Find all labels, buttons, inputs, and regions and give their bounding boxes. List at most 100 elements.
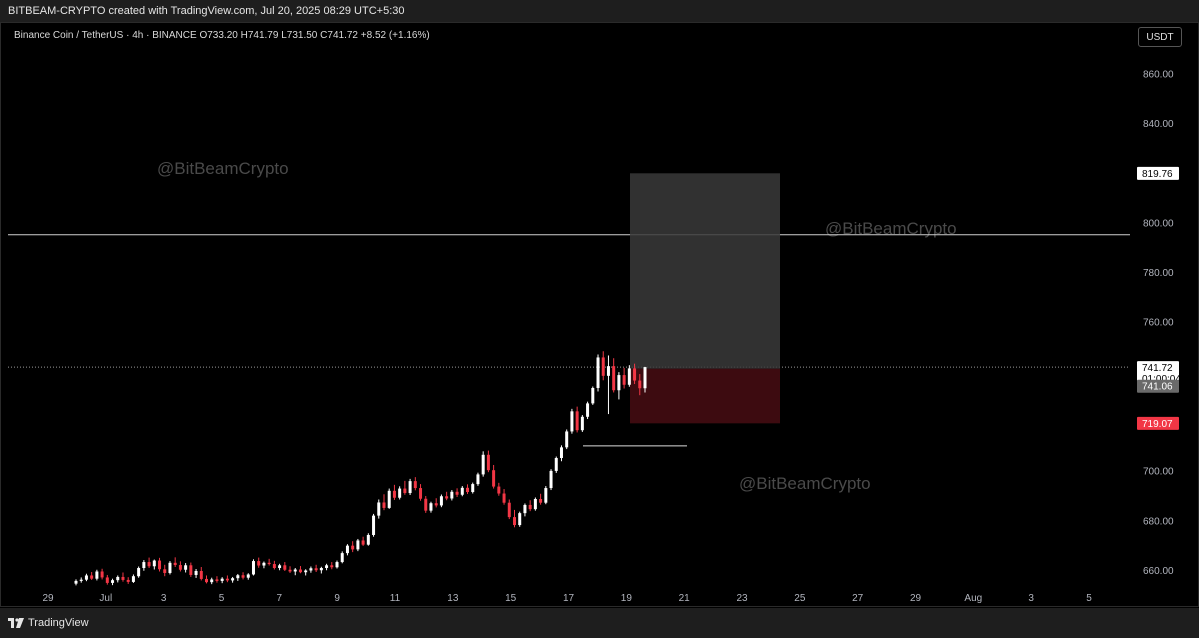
candle-body[interactable] <box>392 490 396 498</box>
candle-body[interactable] <box>283 565 287 570</box>
candle-body[interactable] <box>168 562 172 573</box>
candle-body[interactable] <box>408 481 412 494</box>
candle-body[interactable] <box>194 570 198 575</box>
candle-body[interactable] <box>523 504 527 514</box>
candle-body[interactable] <box>79 579 83 581</box>
candle-body[interactable] <box>262 562 266 566</box>
candle-body[interactable] <box>205 578 209 583</box>
candle-body[interactable] <box>549 470 553 489</box>
candle-body[interactable] <box>622 375 626 385</box>
candle-body[interactable] <box>356 540 360 550</box>
candle-body[interactable] <box>309 568 313 571</box>
candle-body[interactable] <box>544 488 548 503</box>
candle-body[interactable] <box>142 562 146 569</box>
candle-body[interactable] <box>455 491 459 495</box>
candle-body[interactable] <box>137 568 141 577</box>
candle-body[interactable] <box>325 565 329 569</box>
candle-body[interactable] <box>335 562 339 568</box>
candle-body[interactable] <box>627 368 631 385</box>
candle-body[interactable] <box>121 576 125 580</box>
candle-body[interactable] <box>476 474 480 485</box>
candle-body[interactable] <box>377 502 381 516</box>
candle-body[interactable] <box>147 562 151 567</box>
candle-body[interactable] <box>492 470 496 487</box>
candle-body[interactable] <box>403 488 407 494</box>
candle-body[interactable] <box>591 387 595 404</box>
target-zone[interactable] <box>630 173 780 369</box>
candle-body[interactable] <box>533 498 537 510</box>
candle-body[interactable] <box>158 560 162 570</box>
candle-body[interactable] <box>178 565 182 570</box>
candle-body[interactable] <box>163 569 167 573</box>
candle-body[interactable] <box>580 416 584 431</box>
candle-body[interactable] <box>304 570 308 573</box>
candle-body[interactable] <box>486 454 490 471</box>
candle-body[interactable] <box>251 561 255 575</box>
candle-body[interactable] <box>100 571 104 578</box>
candle-body[interactable] <box>74 580 78 584</box>
candle-body[interactable] <box>95 571 99 579</box>
candle-body[interactable] <box>638 380 642 389</box>
candle-body[interactable] <box>419 488 423 499</box>
candle-body[interactable] <box>382 502 386 508</box>
candle-body[interactable] <box>225 578 229 581</box>
candle-body[interactable] <box>596 357 600 388</box>
candle-body[interactable] <box>518 513 522 526</box>
candle-body[interactable] <box>413 481 417 489</box>
candle-body[interactable] <box>372 515 376 535</box>
candle-body[interactable] <box>319 568 323 571</box>
candle-body[interactable] <box>481 454 485 475</box>
candle-body[interactable] <box>361 540 365 545</box>
candle-body[interactable] <box>466 487 470 493</box>
candle-body[interactable] <box>272 564 276 569</box>
candle-body[interactable] <box>173 562 177 566</box>
candle-body[interactable] <box>293 569 297 572</box>
candle-body[interactable] <box>345 545 349 554</box>
candle-body[interactable] <box>570 411 574 432</box>
candle-body[interactable] <box>528 504 532 510</box>
candle-body[interactable] <box>445 496 449 499</box>
candle-body[interactable] <box>387 490 391 508</box>
candle-body[interactable] <box>84 575 88 580</box>
candle-body[interactable] <box>617 375 621 391</box>
candle-body[interactable] <box>565 431 569 448</box>
candle-body[interactable] <box>314 568 318 571</box>
candle-body[interactable] <box>554 458 558 471</box>
candle-body[interactable] <box>288 569 292 572</box>
candle-body[interactable] <box>278 565 282 569</box>
candle-body[interactable] <box>450 491 454 499</box>
currency-button[interactable]: USDT <box>1138 27 1182 47</box>
chart-frame[interactable] <box>0 22 1199 607</box>
candle-body[interactable] <box>612 366 616 391</box>
candle-body[interactable] <box>298 569 302 573</box>
candle-body[interactable] <box>424 498 428 511</box>
candle-body[interactable] <box>507 502 511 518</box>
candle-body[interactable] <box>398 488 402 498</box>
candle-body[interactable] <box>439 496 443 506</box>
candle-body[interactable] <box>643 367 647 389</box>
candle-body[interactable] <box>330 565 334 568</box>
candle-body[interactable] <box>105 577 109 583</box>
candle-body[interactable] <box>236 575 240 579</box>
candle-body[interactable] <box>111 580 115 583</box>
candle-body[interactable] <box>220 578 224 581</box>
candle-body[interactable] <box>189 565 193 575</box>
candle-body[interactable] <box>241 575 245 578</box>
candle-body[interactable] <box>210 579 214 583</box>
candle-body[interactable] <box>90 575 94 579</box>
candle-body[interactable] <box>434 503 438 506</box>
candle-body[interactable] <box>257 561 261 566</box>
candle-body[interactable] <box>184 565 188 570</box>
candle-body[interactable] <box>267 562 271 565</box>
candle-body[interactable] <box>460 487 464 495</box>
candle-body[interactable] <box>502 493 506 503</box>
candle-body[interactable] <box>539 498 543 503</box>
candle-body[interactable] <box>429 503 433 511</box>
candle-body[interactable] <box>231 578 235 581</box>
candle-body[interactable] <box>340 553 344 563</box>
candle-body[interactable] <box>246 574 250 578</box>
candle-body[interactable] <box>633 368 637 381</box>
candle-body[interactable] <box>586 403 590 417</box>
candle-body[interactable] <box>559 447 563 459</box>
